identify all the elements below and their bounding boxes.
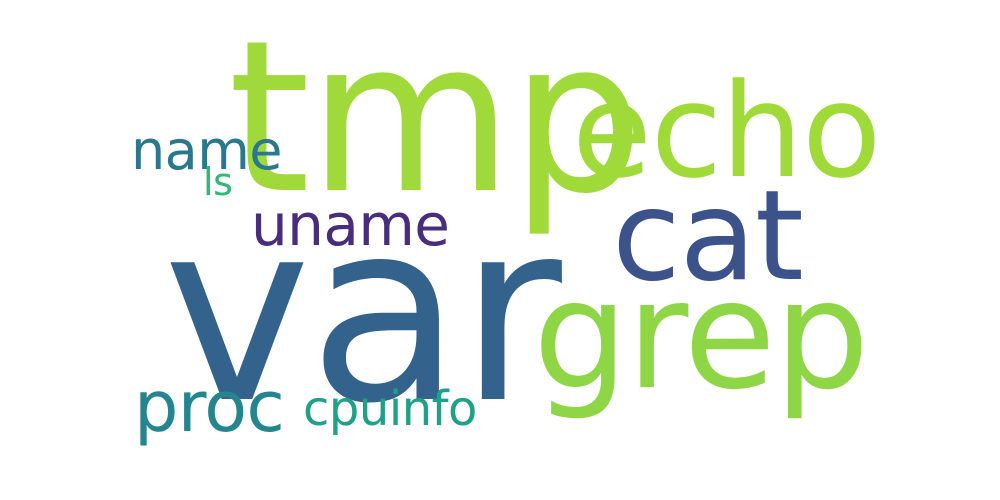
word-proc: proc [134, 366, 285, 448]
word-uname: uname [251, 191, 450, 259]
word-cat: cat [612, 164, 804, 309]
word-grep: grep [533, 249, 870, 423]
word-name: name [131, 119, 283, 182]
word-var: var [163, 167, 562, 458]
word-tmp: tmp [228, 0, 644, 240]
word-echo: echo [572, 55, 881, 207]
word-cpuinfo: cpuinfo [303, 381, 477, 437]
word-ls: ls [203, 160, 233, 204]
